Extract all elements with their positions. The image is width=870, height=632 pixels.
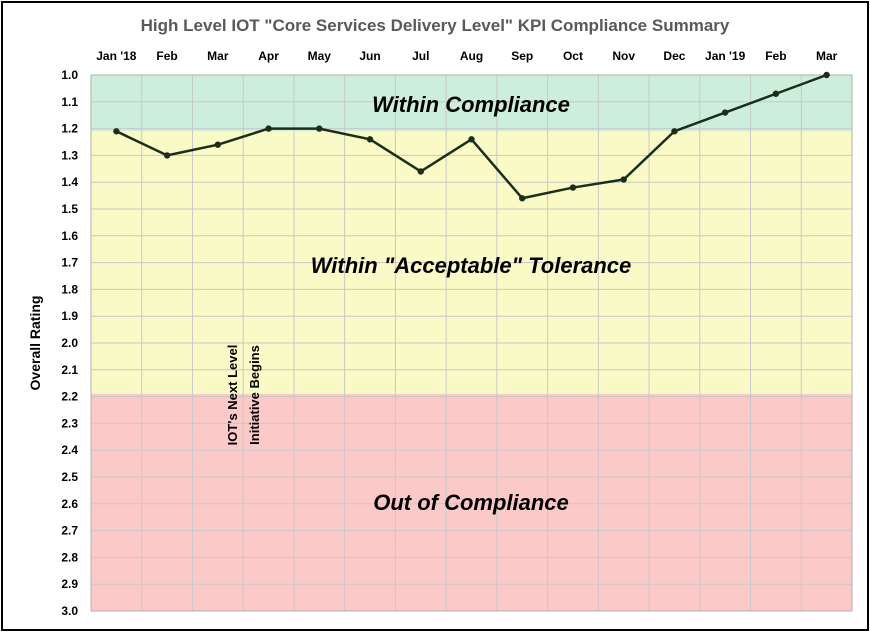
- data-point: [265, 125, 272, 132]
- y-tick-label: 1.4: [61, 175, 78, 189]
- x-tick-label: Sep: [511, 49, 533, 63]
- zone-label: Within "Acceptable" Tolerance: [311, 253, 632, 278]
- chart-title: High Level IOT "Core Services Delivery L…: [141, 16, 730, 35]
- data-point: [417, 168, 424, 175]
- zone-label: Out of Compliance: [373, 490, 569, 515]
- data-point: [163, 152, 171, 159]
- y-tick-label: 1.1: [61, 95, 78, 109]
- y-tick-label: 2.5: [61, 470, 78, 484]
- annotation-text: IOT's Next Level: [225, 345, 240, 446]
- x-tick-labels: Jan '18 Feb Mar Apr May Jun Jul Aug Sep Oct Nov Dec…: [96, 49, 837, 63]
- y-tick-label: 2.2: [61, 390, 78, 404]
- y-tick-label: 2.3: [61, 416, 78, 430]
- y-tick-label: 1.0: [61, 68, 78, 82]
- x-tick-label: Apr: [258, 49, 279, 63]
- gridlines: [90, 74, 853, 612]
- data-point: [468, 136, 475, 143]
- x-tick-label: Dec: [663, 49, 685, 63]
- x-tick-label: Mar: [207, 49, 229, 63]
- y-tick-label: 1.6: [61, 229, 78, 243]
- x-tick-label: Jun: [359, 49, 380, 63]
- y-tick-label: 1.3: [61, 148, 78, 162]
- x-tick-label: Jan '19: [705, 49, 746, 63]
- data-point: [316, 125, 323, 132]
- y-tick-label: 2.8: [61, 550, 78, 564]
- data-point: [113, 128, 120, 135]
- data-point: [721, 109, 729, 116]
- data-point: [823, 71, 830, 79]
- x-tick-label: Feb: [156, 49, 177, 63]
- plot-border: [90, 74, 853, 612]
- y-tick-label: 1.7: [61, 256, 78, 270]
- zone-2: [91, 393, 852, 611]
- annotation: IOT's Next Level Initiative Begins: [225, 345, 262, 446]
- y-tick-label: 1.5: [61, 202, 78, 216]
- y-tick-label: 1.9: [61, 309, 78, 323]
- x-tick-label: Aug: [460, 49, 483, 63]
- y-tick-label: 2.0: [61, 336, 78, 350]
- y-tick-labels: 1.0 1.1 1.2 1.3 1.4 1.5 1.6 1.7 1.8 1.9 2.0 2.1 2.2 2…: [61, 68, 78, 618]
- y-tick-label: 2.9: [61, 577, 78, 591]
- zone-0: [91, 75, 852, 132]
- y-tick-label: 2.4: [61, 443, 78, 457]
- y-tick-label: 3.0: [61, 604, 78, 618]
- y-axis-label: Overall Rating: [27, 296, 43, 391]
- x-tick-label: May: [308, 49, 332, 63]
- y-tick-label: 2.6: [61, 497, 78, 511]
- x-tick-label: Feb: [765, 49, 786, 63]
- data-point: [671, 128, 678, 135]
- annotation-text: Initiative Begins: [247, 345, 262, 445]
- data-points: [113, 71, 830, 202]
- y-tick-label: 2.7: [61, 524, 78, 538]
- x-tick-label: Jan '18: [96, 49, 137, 63]
- y-tick-label: 1.2: [61, 122, 78, 136]
- data-point: [620, 176, 627, 183]
- x-tick-label: Nov: [612, 49, 635, 63]
- data-point: [214, 141, 222, 148]
- x-tick-label: Mar: [816, 49, 838, 63]
- zone-labels: Within Compliance Within "Acceptable" Tol…: [311, 92, 632, 515]
- data-point: [772, 90, 780, 97]
- data-point: [519, 195, 526, 202]
- x-tick-label: Oct: [563, 49, 583, 63]
- zone-label: Within Compliance: [372, 92, 570, 117]
- data-point: [366, 136, 374, 143]
- x-tick-label: Jul: [412, 49, 429, 63]
- y-tick-label: 2.1: [61, 363, 78, 377]
- y-tick-label: 1.8: [61, 282, 78, 296]
- data-point: [569, 184, 577, 191]
